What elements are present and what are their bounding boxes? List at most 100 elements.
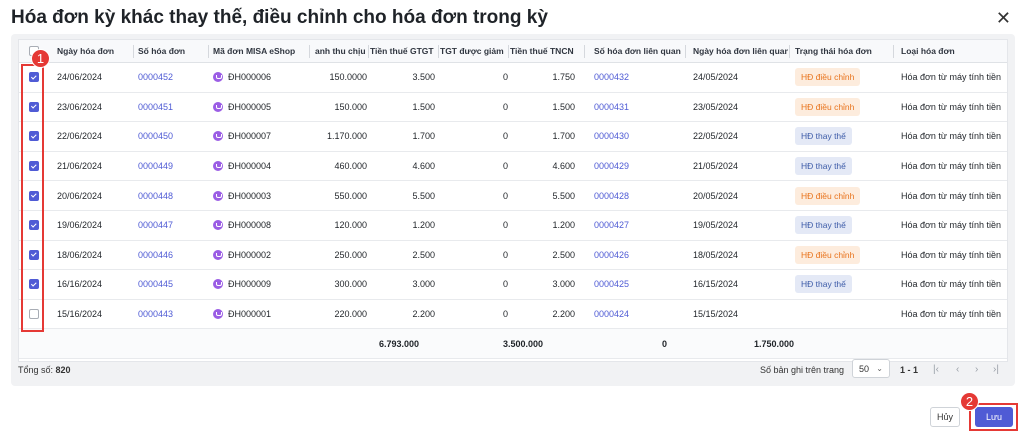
misa-order: ĐH000001 (213, 300, 313, 329)
invoice-type: Hóa đơn từ máy tính tiền (901, 131, 1001, 142)
row-checkbox[interactable] (27, 300, 41, 329)
invoice-date: 22/06/2024 (57, 131, 103, 142)
col-tncn: Tiền thuế TNCN (510, 46, 574, 56)
annotation-highlight-save (969, 403, 1018, 431)
related-invoice-link[interactable]: 0000432 (594, 72, 630, 83)
invoice-date: 21/06/2024 (57, 161, 103, 172)
related-date: 24/05/2024 (693, 72, 739, 83)
total-tncn: 1.750.000 (753, 338, 794, 349)
taxable-revenue: 250.000 (334, 249, 367, 260)
invoice-number-link[interactable]: 0000452 (138, 72, 174, 83)
table-row[interactable]: 23/06/2024 0000451 ĐH000005 150.000 1.50… (19, 93, 1007, 123)
taxable-revenue: 220.000 (334, 309, 367, 320)
invoice-number-link[interactable]: 0000447 (138, 220, 174, 231)
row-checkbox[interactable] (27, 93, 41, 122)
table-row[interactable]: 22/06/2024 0000450 ĐH000007 1.170.000 1.… (19, 122, 1007, 152)
table-panel: Ngày hóa đơn Số hóa đơn Mã đơn MISA eSho… (11, 34, 1015, 386)
cancel-button[interactable]: Hủy (930, 407, 960, 427)
related-invoice-link[interactable]: 0000426 (594, 249, 630, 260)
total-count: Tổng số: 820 (18, 365, 71, 375)
misa-order: ĐH000009 (213, 270, 313, 299)
taxable-revenue: 550.000 (334, 190, 367, 201)
status-badge: HĐ điều chỉnh (795, 245, 861, 264)
table-row[interactable]: 21/06/2024 0000449 ĐH000004 460.000 4.60… (19, 152, 1007, 182)
status-cell (795, 300, 890, 329)
row-checkbox[interactable] (27, 211, 41, 240)
row-checkbox[interactable] (27, 63, 41, 92)
invoice-date: 24/06/2024 (57, 72, 103, 83)
related-invoice-link[interactable]: 0000430 (594, 131, 630, 142)
dialog-title: Hóa đơn kỳ khác thay thế, điều chỉnh cho… (11, 7, 548, 28)
invoice-date: 23/06/2024 (57, 101, 103, 112)
table-row[interactable]: 19/06/2024 0000447 ĐH000008 120.000 1.20… (19, 211, 1007, 241)
status-badge: HĐ thay thế (795, 127, 852, 146)
related-invoice-link[interactable]: 0000427 (594, 220, 630, 231)
table-row[interactable]: 24/06/2024 0000452 ĐH000006 150.0000 3.5… (19, 63, 1007, 93)
invoice-type: Hóa đơn từ máy tính tiền (901, 249, 1001, 260)
invoice-type: Hóa đơn từ máy tính tiền (901, 309, 1001, 320)
related-invoice-link[interactable]: 0000431 (594, 101, 630, 112)
related-invoice-link[interactable]: 0000428 (594, 190, 630, 201)
table-row[interactable]: 18/06/2024 0000446 ĐH000002 250.000 2.50… (19, 241, 1007, 271)
taxable-revenue: 120.000 (334, 220, 367, 231)
status-cell: HĐ thay thế (795, 152, 890, 181)
row-checkbox[interactable] (27, 270, 41, 299)
table-row[interactable]: 16/16/2024 0000445 ĐH000009 300.000 3.00… (19, 270, 1007, 300)
reduced-amount: 0 (502, 309, 508, 320)
prev-page-icon[interactable]: ‹ (956, 364, 960, 375)
taxable-revenue: 1.170.000 (326, 131, 367, 142)
eshop-icon (213, 309, 223, 320)
table-row[interactable]: 15/16/2024 0000443 ĐH000001 220.000 2.20… (19, 300, 1007, 330)
row-checkbox[interactable] (27, 181, 41, 210)
status-badge: HĐ điều chỉnh (795, 186, 861, 205)
taxable-revenue: 150.000 (334, 101, 367, 112)
reduced-amount: 0 (502, 72, 508, 83)
related-invoice-link[interactable]: 0000425 (594, 279, 630, 290)
page-size-select[interactable]: 50 ⌄ (852, 359, 890, 378)
invoice-number-link[interactable]: 0000448 (138, 190, 174, 201)
invoice-number-link[interactable]: 0000445 (138, 279, 174, 290)
invoice-type: Hóa đơn từ máy tính tiền (901, 190, 1001, 201)
invoice-number-link[interactable]: 0000446 (138, 249, 174, 260)
related-date: 22/05/2024 (693, 131, 739, 142)
related-date: 19/05/2024 (693, 220, 739, 231)
invoice-number-link[interactable]: 0000443 (138, 309, 174, 320)
eshop-icon (213, 279, 223, 290)
next-page-icon[interactable]: › (975, 364, 979, 375)
vat-amount: 1.200 (412, 220, 435, 231)
tncn-amount: 1.500 (552, 101, 575, 112)
invoice-date: 19/06/2024 (57, 220, 103, 231)
table-header: Ngày hóa đơn Số hóa đơn Mã đơn MISA eSho… (19, 40, 1007, 63)
related-invoice-link[interactable]: 0000424 (594, 309, 630, 320)
tncn-amount: 1.700 (552, 131, 575, 142)
first-page-icon[interactable]: |‹ (933, 364, 939, 375)
annotation-marker-1: 1 (31, 49, 50, 68)
tncn-amount: 2.500 (552, 249, 575, 260)
row-checkbox[interactable] (27, 241, 41, 270)
last-page-icon[interactable]: ›| (993, 364, 999, 375)
total-vat: 3.500.000 (502, 338, 543, 349)
col-misa: Mã đơn MISA eShop (213, 46, 296, 56)
misa-order: ĐH000005 (213, 93, 313, 122)
row-checkbox[interactable] (27, 122, 41, 151)
invoice-number-link[interactable]: 0000449 (138, 161, 174, 172)
eshop-icon (213, 190, 223, 201)
tncn-amount: 1.200 (552, 220, 575, 231)
save-button[interactable]: Lưu (975, 407, 1013, 427)
eshop-icon (213, 161, 223, 172)
reduced-amount: 0 (502, 101, 508, 112)
related-invoice-link[interactable]: 0000429 (594, 161, 630, 172)
col-number: Số hóa đơn (138, 46, 186, 56)
table-row[interactable]: 20/06/2024 0000448 ĐH000003 550.000 5.50… (19, 181, 1007, 211)
col-related-date: Ngày hóa đơn liên quan (693, 46, 788, 56)
invoice-number-link[interactable]: 0000451 (138, 101, 174, 112)
vat-amount: 2.200 (412, 309, 435, 320)
eshop-icon (213, 249, 223, 260)
page-size-label: Số bản ghi trên trang (760, 365, 845, 375)
reduced-amount: 0 (502, 190, 508, 201)
row-checkbox[interactable] (27, 152, 41, 181)
invoice-type: Hóa đơn từ máy tính tiền (901, 72, 1001, 83)
close-icon[interactable]: ✕ (995, 8, 1011, 28)
invoice-number-link[interactable]: 0000450 (138, 131, 174, 142)
